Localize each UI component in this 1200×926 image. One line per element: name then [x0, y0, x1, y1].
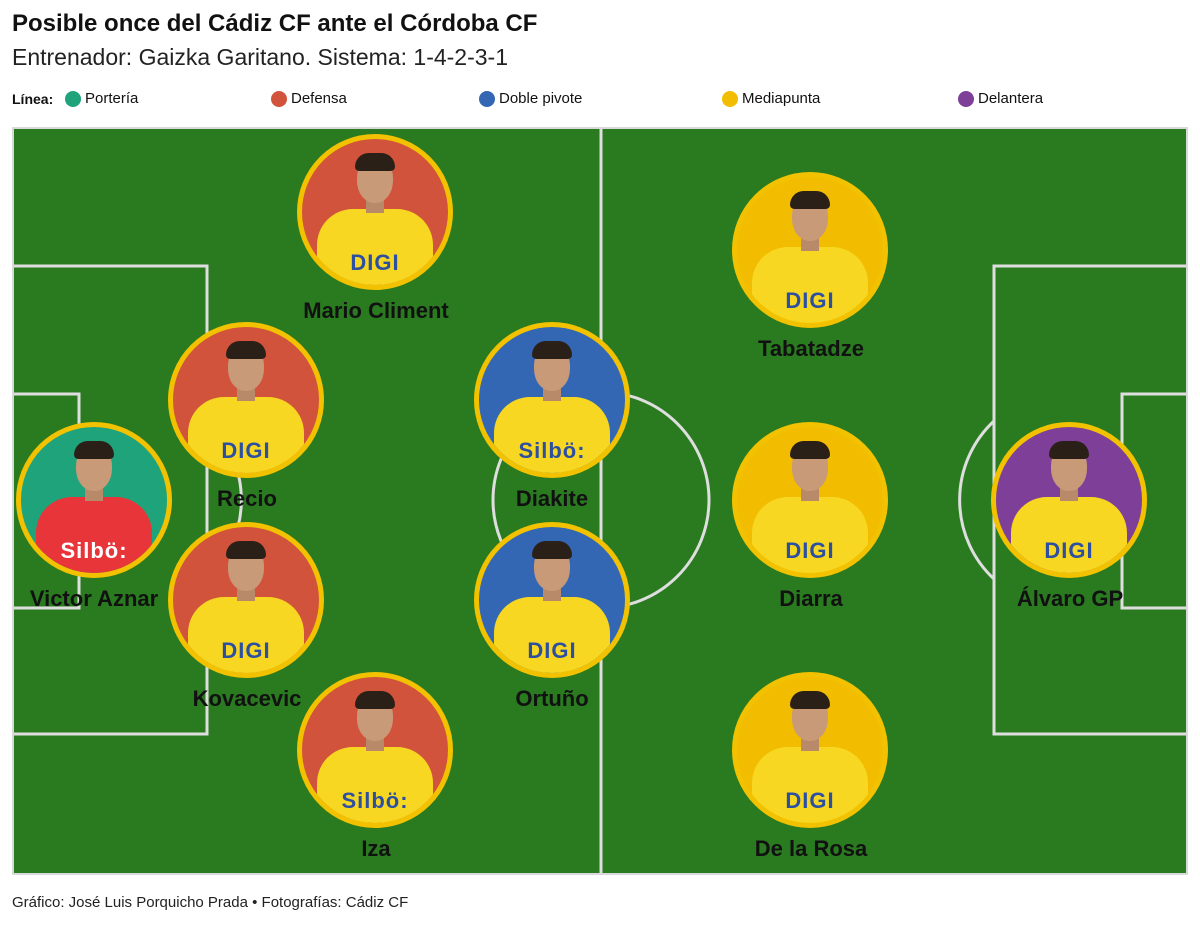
player-name-tabatadze: Tabatadze: [758, 336, 864, 361]
player-name-ortuno: Ortuño: [515, 686, 589, 711]
sponsor-logo: DIGI: [527, 638, 577, 663]
legend-dot-mediapunta: [722, 90, 738, 107]
sponsor-logo: DIGI: [785, 788, 835, 813]
sponsor-logo: Silbö:: [60, 538, 128, 563]
player-name-recio: Recio: [217, 486, 277, 511]
legend-item-mediapunta: Mediapunta: [722, 90, 820, 107]
legend-item-label: Portería: [85, 90, 139, 107]
sponsor-logo: Silbö:: [341, 788, 409, 813]
legend-item-delantera: Delantera: [958, 90, 1043, 107]
jersey: [494, 597, 610, 673]
left-penalty-area: [14, 264, 209, 736]
legend-dot-delantera: [958, 90, 974, 107]
player-photo-mario-climent: DIGI: [297, 134, 453, 290]
player-name-de-la-rosa: De la Rosa: [754, 836, 868, 861]
legend-dot-porteria: [65, 90, 81, 107]
legend-item-label: Mediapunta: [742, 90, 821, 107]
right-penalty-arc: [958, 419, 996, 581]
jersey: [188, 597, 304, 673]
jersey: [752, 497, 868, 573]
jersey: [752, 247, 868, 323]
page-title: Posible once del Cádiz CF ante el Córdob…: [12, 10, 538, 37]
page-subtitle: Entrenador: Gaizka Garitano. Sistema: 1-…: [12, 44, 509, 70]
credit-footer: Gráfico: José Luis Porquicho Prada • Fot…: [12, 894, 409, 911]
legend-label: Línea:: [12, 91, 54, 107]
sponsor-logo: DIGI: [1044, 538, 1094, 563]
jersey: [1011, 497, 1127, 573]
sponsor-logo: DIGI: [785, 288, 835, 313]
sponsor-logo: DIGI: [350, 250, 400, 275]
player-photo-de-la-rosa: DIGI: [732, 672, 888, 828]
jersey: [188, 397, 304, 473]
jersey: [494, 397, 610, 473]
player-photo-iza: Silbö:: [297, 672, 453, 828]
player-photo-alvaro-gp: DIGI: [991, 422, 1147, 578]
player-photo-tabatadze: DIGI: [732, 172, 888, 328]
legend-item-porteria: Portería: [65, 90, 138, 107]
player-photo-kovacevic: DIGI: [168, 522, 324, 678]
player-name-diakite: Diakite: [515, 486, 589, 511]
sponsor-logo: DIGI: [785, 538, 835, 563]
sponsor-logo: DIGI: [221, 438, 271, 463]
player-name-mario-climent: Mario Climent: [303, 298, 449, 323]
legend-item-defensa: Defensa: [271, 90, 347, 107]
player-photo-recio: DIGI: [168, 322, 324, 478]
legend-item-label: Doble pivote: [499, 90, 583, 107]
player-photo-ortuno: DIGI: [474, 522, 630, 678]
jersey: [36, 497, 152, 573]
legend-item-doble-pivote: Doble pivote: [479, 90, 582, 107]
player-name-alvaro-gp: Álvaro GP: [1016, 586, 1124, 611]
sponsor-logo: DIGI: [221, 638, 271, 663]
player-name-kovacevic: Kovacevic: [192, 686, 302, 711]
jersey: [752, 747, 868, 823]
legend-dot-doble-pivote: [479, 90, 495, 107]
legend-item-label: Defensa: [291, 90, 347, 107]
sponsor-logo: Silbö:: [518, 438, 586, 463]
player-name-diarra: Diarra: [779, 586, 843, 611]
player-photo-diarra: DIGI: [732, 422, 888, 578]
legend: Línea: Portería Defensa Doble pivote Med…: [12, 90, 1192, 110]
player-name-victor-aznar: Victor Aznar: [29, 586, 159, 611]
player-photo-victor-aznar: Silbö:: [16, 422, 172, 578]
legend-dot-defensa: [271, 90, 287, 107]
player-photo-diakite: Silbö:: [474, 322, 630, 478]
legend-item-label: Delantera: [978, 90, 1044, 107]
player-name-iza: Iza: [361, 836, 391, 861]
jersey: [317, 747, 433, 823]
jersey: [317, 209, 433, 285]
